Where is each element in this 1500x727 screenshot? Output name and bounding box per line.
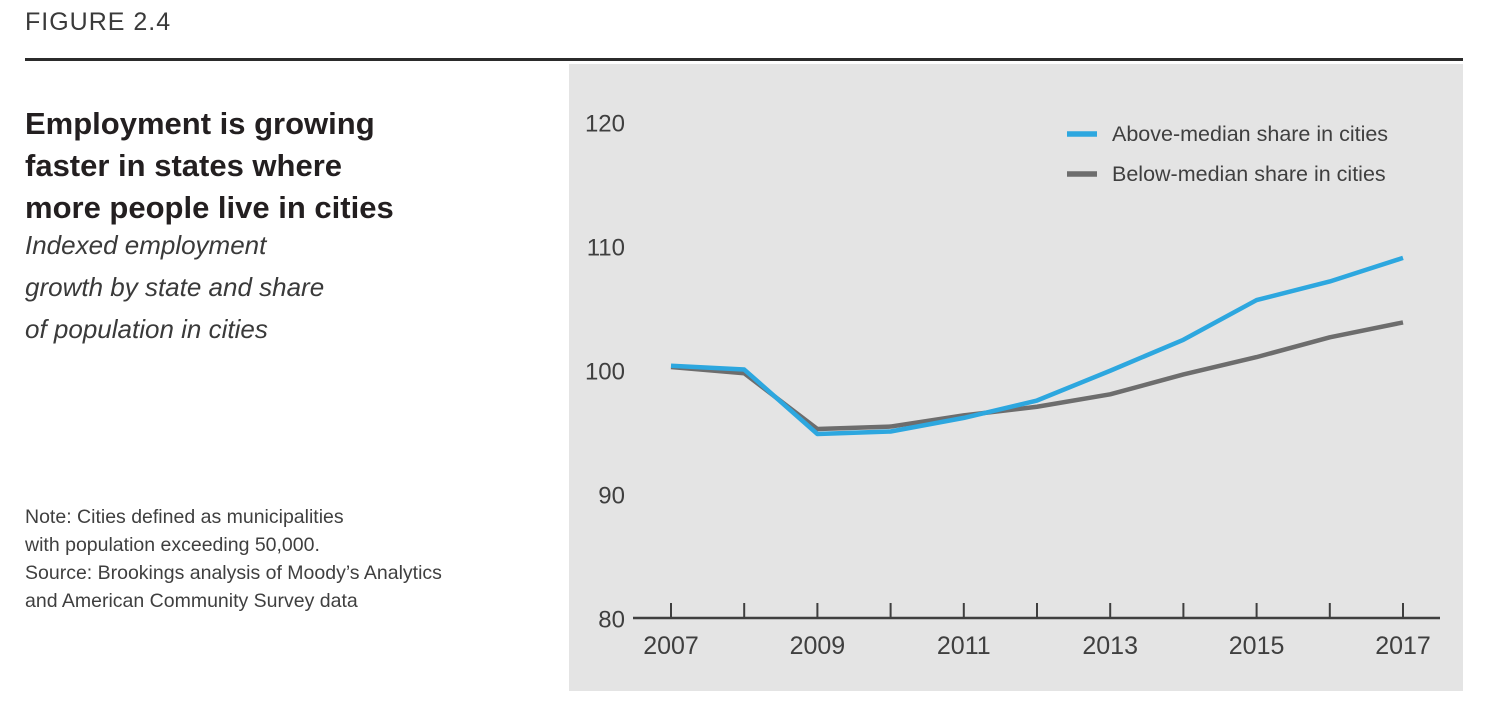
x-tick-label: 2013 [1082,632,1138,660]
y-tick-label: 110 [587,235,625,262]
y-tick-label: 120 [585,111,625,138]
y-tick-label: 80 [598,607,625,634]
chart-panel: 80 90 100 110 120 2007 2009 2011 2013 2015 2017 Abo… [569,64,1463,691]
series-line [670,320,1404,432]
legend-label: Above-median share in cities [1112,122,1388,146]
legend-label: Below-median share in cities [1112,162,1386,186]
series-line [670,255,1404,437]
x-tick-label: 2015 [1229,632,1285,660]
x-tick-label: 2017 [1375,632,1431,660]
y-tick-label: 100 [585,359,625,386]
chart-svg: 80 90 100 110 120 2007 2009 2011 2013 2015 2017 Abo… [585,111,1440,660]
figure-label: FIGURE 2.4 [25,8,172,36]
note-and-source: Note: Cities defined as municipalities w… [25,506,442,612]
x-tick-label: 2007 [643,632,699,660]
x-tick-label: 2011 [937,632,991,660]
chart-subtitle: Indexed employment growth by state and s… [25,230,325,344]
header-rule [25,58,1463,61]
chart-title: Employment is growing faster in states w… [25,105,394,225]
x-tick-label: 2009 [790,632,846,660]
y-tick-label: 90 [598,483,625,510]
